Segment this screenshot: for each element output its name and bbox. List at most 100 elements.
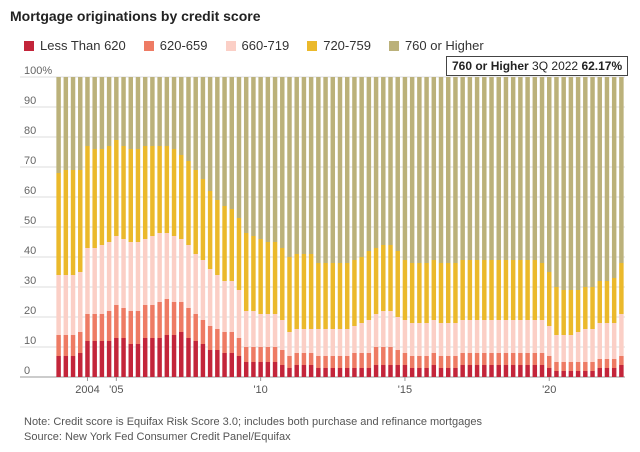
bar-segment[interactable] bbox=[402, 260, 408, 320]
bar-segment[interactable] bbox=[510, 77, 516, 260]
bar-segment[interactable] bbox=[518, 320, 523, 353]
bar-segment[interactable] bbox=[597, 281, 602, 323]
bar-segment[interactable] bbox=[518, 260, 523, 320]
bar-segment[interactable] bbox=[561, 335, 566, 362]
bar-segment[interactable] bbox=[518, 353, 523, 365]
bar-segment[interactable] bbox=[590, 329, 595, 362]
bar-segment[interactable] bbox=[258, 314, 263, 347]
bar-segment[interactable] bbox=[381, 311, 386, 347]
bar-segment[interactable] bbox=[402, 353, 408, 365]
bar-segment[interactable] bbox=[388, 77, 393, 245]
bar-segment[interactable] bbox=[337, 77, 343, 263]
bar-segment[interactable] bbox=[575, 332, 581, 362]
bar-segment[interactable] bbox=[186, 245, 191, 308]
bar-segment[interactable] bbox=[121, 239, 126, 308]
bar-segment[interactable] bbox=[164, 233, 170, 299]
bar-segment[interactable] bbox=[330, 356, 336, 368]
bar-segment[interactable] bbox=[92, 341, 97, 377]
bar-segment[interactable] bbox=[373, 77, 379, 248]
bar-segment[interactable] bbox=[395, 251, 400, 317]
bar-segment[interactable] bbox=[265, 347, 271, 362]
bar-segment[interactable] bbox=[597, 368, 602, 377]
bar-segment[interactable] bbox=[460, 353, 465, 365]
bar-segment[interactable] bbox=[460, 320, 465, 353]
bar-segment[interactable] bbox=[424, 356, 429, 368]
bar-segment[interactable] bbox=[280, 320, 285, 350]
bar-segment[interactable] bbox=[604, 281, 610, 323]
bar-segment[interactable] bbox=[114, 140, 119, 236]
bar-segment[interactable] bbox=[251, 311, 256, 347]
bar-segment[interactable] bbox=[78, 170, 83, 272]
bar-segment[interactable] bbox=[157, 146, 162, 233]
bar-segment[interactable] bbox=[518, 77, 523, 260]
bar-segment[interactable] bbox=[179, 239, 184, 302]
bar-segment[interactable] bbox=[388, 365, 393, 377]
bar-segment[interactable] bbox=[611, 359, 617, 368]
bar-segment[interactable] bbox=[460, 77, 465, 260]
bar-segment[interactable] bbox=[106, 77, 112, 146]
bar-segment[interactable] bbox=[352, 326, 357, 353]
bar-segment[interactable] bbox=[583, 362, 588, 371]
bar-segment[interactable] bbox=[78, 353, 83, 377]
bar-segment[interactable] bbox=[215, 350, 220, 377]
bar-segment[interactable] bbox=[316, 356, 321, 368]
bar-segment[interactable] bbox=[604, 77, 610, 281]
bar-segment[interactable] bbox=[193, 170, 198, 254]
bar-segment[interactable] bbox=[114, 338, 119, 377]
bar-segment[interactable] bbox=[445, 263, 451, 323]
bar-segment[interactable] bbox=[330, 77, 336, 263]
bar-segment[interactable] bbox=[604, 368, 610, 377]
bar-segment[interactable] bbox=[525, 353, 530, 365]
bar-segment[interactable] bbox=[590, 77, 595, 287]
bar-segment[interactable] bbox=[121, 146, 126, 239]
bar-segment[interactable] bbox=[308, 254, 314, 329]
bar-segment[interactable] bbox=[63, 356, 69, 377]
bar-segment[interactable] bbox=[85, 341, 90, 377]
bar-segment[interactable] bbox=[243, 347, 249, 362]
bar-segment[interactable] bbox=[142, 77, 148, 146]
bar-segment[interactable] bbox=[409, 323, 415, 356]
bar-segment[interactable] bbox=[70, 77, 76, 170]
bar-segment[interactable] bbox=[525, 320, 530, 353]
bar-segment[interactable] bbox=[496, 77, 501, 260]
bar-segment[interactable] bbox=[200, 344, 206, 377]
bar-segment[interactable] bbox=[265, 362, 271, 377]
bar-segment[interactable] bbox=[128, 311, 133, 344]
bar-segment[interactable] bbox=[381, 347, 386, 365]
bar-segment[interactable] bbox=[121, 338, 126, 377]
bar-segment[interactable] bbox=[251, 77, 256, 236]
bar-segment[interactable] bbox=[344, 356, 350, 368]
bar-segment[interactable] bbox=[316, 263, 321, 329]
bar-segment[interactable] bbox=[489, 353, 494, 365]
bar-segment[interactable] bbox=[482, 260, 487, 320]
bar-segment[interactable] bbox=[561, 290, 566, 335]
bar-segment[interactable] bbox=[142, 239, 148, 305]
bar-segment[interactable] bbox=[207, 326, 213, 350]
bar-segment[interactable] bbox=[417, 356, 422, 368]
bar-segment[interactable] bbox=[207, 191, 213, 269]
bar-segment[interactable] bbox=[70, 275, 76, 335]
bar-segment[interactable] bbox=[78, 332, 83, 353]
bar-segment[interactable] bbox=[272, 242, 278, 314]
bar-segment[interactable] bbox=[554, 371, 559, 377]
bar-segment[interactable] bbox=[99, 77, 105, 149]
bar-segment[interactable] bbox=[352, 353, 357, 368]
bar-segment[interactable] bbox=[85, 314, 90, 341]
bar-segment[interactable] bbox=[496, 353, 501, 365]
bar-segment[interactable] bbox=[114, 305, 119, 338]
bar-segment[interactable] bbox=[366, 353, 372, 368]
bar-segment[interactable] bbox=[294, 365, 299, 377]
bar-segment[interactable] bbox=[604, 323, 610, 359]
bar-segment[interactable] bbox=[417, 323, 422, 356]
bar-segment[interactable] bbox=[85, 248, 90, 314]
bar-segment[interactable] bbox=[265, 77, 271, 242]
bar-segment[interactable] bbox=[619, 263, 624, 314]
bar-segment[interactable] bbox=[258, 239, 263, 314]
bar-segment[interactable] bbox=[200, 260, 206, 320]
bar-segment[interactable] bbox=[280, 350, 285, 365]
bar-segment[interactable] bbox=[200, 77, 206, 179]
bar-segment[interactable] bbox=[186, 77, 191, 161]
bar-segment[interactable] bbox=[525, 260, 530, 320]
bar-segment[interactable] bbox=[323, 356, 328, 368]
bar-segment[interactable] bbox=[460, 365, 465, 377]
